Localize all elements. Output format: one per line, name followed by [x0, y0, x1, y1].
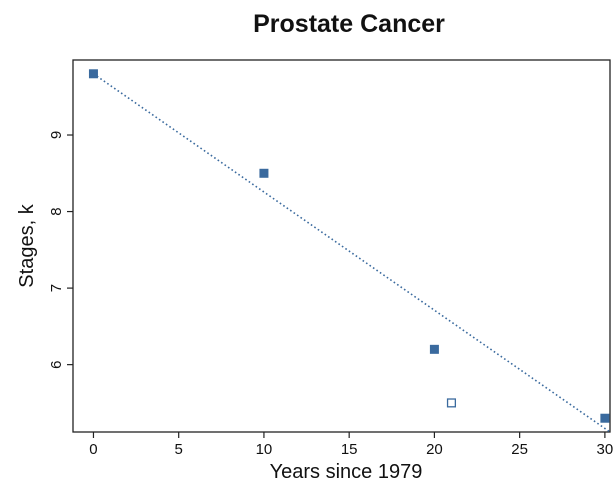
- plot-area: 0 5 10 15 20 25 30 6 7 8 9: [48, 59, 614, 458]
- x-tick-label: 0: [89, 441, 97, 458]
- x-tick-label: 5: [175, 441, 183, 458]
- x-tick-label: 30: [597, 441, 614, 458]
- y-axis-label: Stages, k: [16, 203, 38, 287]
- x-tick-label: 20: [426, 441, 443, 458]
- data-point-open: [446, 398, 457, 408]
- y-tick-label: 8: [48, 207, 65, 215]
- x-tick-label: 15: [341, 441, 358, 458]
- data-point: [429, 344, 439, 354]
- x-tick-label: 10: [256, 441, 273, 458]
- x-axis-label: Years since 1979: [270, 461, 423, 483]
- y-tick-label: 6: [48, 360, 65, 368]
- data-point: [600, 413, 610, 423]
- x-tick-label: 25: [511, 441, 528, 458]
- plot-frame: [72, 59, 611, 433]
- trend-line: [93, 73, 611, 433]
- y-tick-label: 9: [48, 131, 65, 139]
- chart-title: Prostate Cancer: [253, 10, 445, 38]
- data-point: [259, 168, 269, 178]
- data-point: [88, 69, 98, 79]
- y-tick-label: 7: [48, 284, 65, 292]
